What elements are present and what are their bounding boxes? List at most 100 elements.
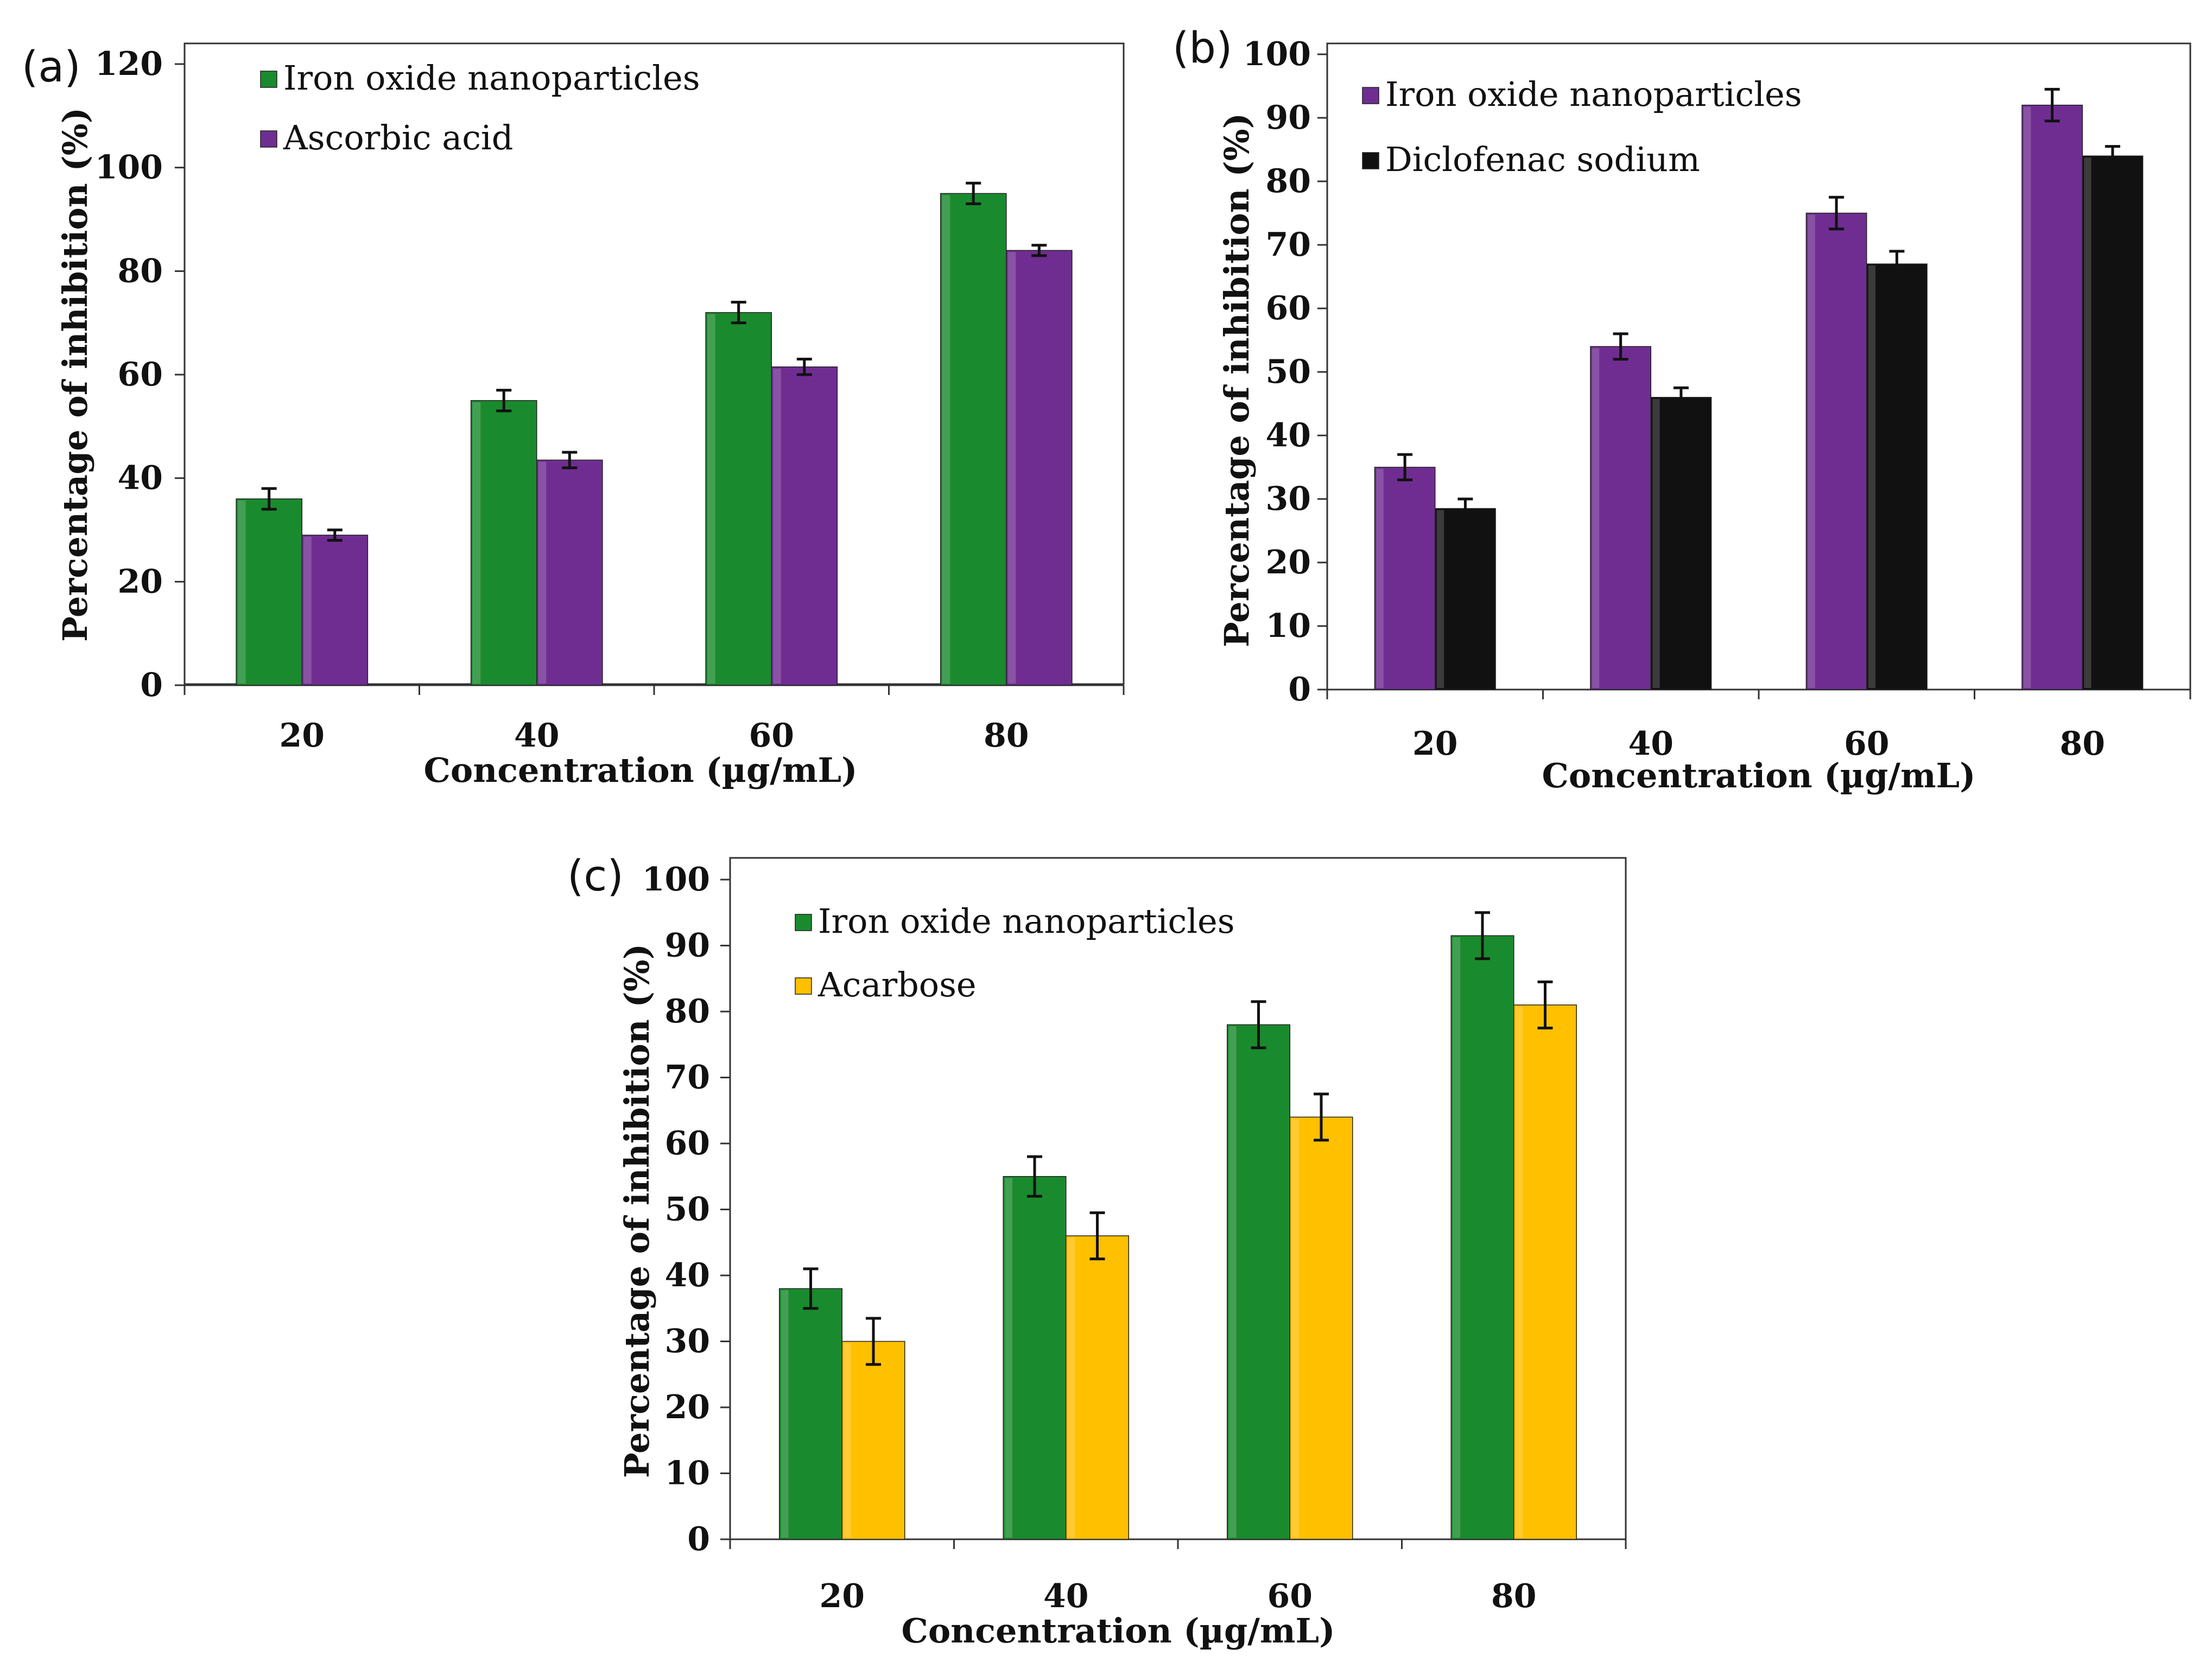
bar-highlight [238,500,246,684]
bar-highlight [1067,1237,1075,1538]
x-tick-label: 60 [1267,1577,1313,1615]
x-axis-title: Concentration (µg/mL) [902,1611,1335,1651]
bar-highlight [2084,157,2091,688]
bar-highlight [707,314,715,684]
bar [1227,1024,1290,1540]
bar-highlight [1453,937,1461,1538]
bar [536,459,603,686]
y-axis-title: Percentage of inhibition (%) [617,944,657,1478]
bar-highlight [1808,214,1815,688]
panel-label: (c) [567,852,624,901]
bar-highlight [1436,510,1444,688]
y-tick-label: 30 [1266,480,1311,518]
bar [1006,250,1073,686]
bar-highlight [1515,1006,1523,1538]
bar-highlight [1005,1178,1013,1538]
legend-swatch [260,130,277,148]
bar [1590,346,1651,690]
bar [1289,1116,1353,1540]
y-tick-label: 20 [118,563,163,601]
legend-label: Iron oxide nanoparticles [283,58,700,98]
y-tick-label: 80 [1266,162,1311,200]
legend-swatch [1362,152,1379,169]
legend-swatch [260,71,277,88]
bar-highlight [472,402,481,684]
bar-highlight [942,195,950,684]
y-tick-label: 120 [95,45,163,83]
bar [301,534,369,686]
x-axis-title: Concentration (µg/mL) [424,750,858,790]
bar [771,366,838,686]
bar-highlight [1652,399,1660,688]
bar-highlight [1228,1026,1237,1538]
x-tick-label: 20 [1412,725,1458,763]
y-tick-label: 50 [1266,353,1311,391]
bar [1435,508,1496,690]
x-tick-label: 80 [984,717,1029,755]
legend-swatch [795,977,812,995]
legend-swatch [1362,87,1379,104]
y-axis-title: Percentage of inhibition (%) [55,108,95,642]
y-tick-label: 60 [665,1124,711,1162]
chart-c: (c) 0 10 20 30 40 50 60 70 80 90 100 20 40 60 80 Iron ox… [567,852,1627,1651]
bar [1866,263,1928,690]
y-tick-label: 100 [95,149,163,187]
bar [236,498,302,686]
y-tick-label: 40 [1266,416,1311,454]
bar [1805,212,1867,690]
bar [940,193,1007,686]
y-tick-label: 20 [1266,544,1311,582]
bar-highlight [1592,348,1600,688]
bar-highlight [2023,106,2031,688]
bar [2082,155,2144,690]
y-tick-label: 50 [665,1191,711,1229]
bar [1450,935,1514,1540]
bar [1513,1004,1577,1540]
bar-highlight [781,1290,789,1538]
y-tick-label: 0 [140,666,163,704]
bar [1003,1176,1067,1540]
bar [779,1288,842,1540]
y-tick-label: 30 [665,1323,711,1361]
legend-label: Iron oxide nanoparticles [818,901,1235,941]
y-axis-title: Percentage of inhibition (%) [1217,113,1257,647]
y-tick-label: 80 [665,993,711,1031]
y-tick-label: 20 [665,1388,711,1426]
bar-highlight [1376,469,1384,688]
x-tick-label: 60 [1844,725,1890,763]
x-tick-label: 40 [1628,725,1674,763]
panel-label: (b) [1172,24,1232,73]
y-tick-label: 10 [665,1455,711,1493]
bar-highlight [844,1343,852,1538]
bar [841,1341,905,1540]
y-tick-label: 90 [665,927,711,965]
chart-b: (b) 0 10 20 30 40 50 60 70 80 90 100 20 40 60 80 Iron ox… [1172,24,2191,795]
y-tick-label: 100 [642,861,710,899]
bar-highlight [1868,266,1876,688]
bar [705,312,772,686]
x-tick-label: 40 [514,717,560,755]
y-tick-label: 0 [687,1520,710,1558]
bar [470,400,537,686]
bar-highlight [303,536,312,684]
y-tick-label: 100 [1243,35,1311,73]
y-tick-label: 40 [118,459,163,497]
bar-highlight [538,462,547,684]
bar-highlight [1291,1118,1300,1538]
legend-label: Ascorbic acid [283,118,513,157]
legend-label: Iron oxide nanoparticles [1385,74,1802,114]
chart-a: (a) 0 20 40 60 80 100 120 20 40 60 80 Iron oxide nan… [22,42,1125,790]
y-tick-label: 60 [118,356,163,394]
y-tick-label: 60 [1266,289,1311,327]
y-tick-label: 40 [665,1256,711,1294]
x-tick-label: 40 [1043,1577,1089,1615]
y-tick-label: 80 [118,252,163,290]
legend-swatch [795,914,812,931]
y-tick-label: 90 [1266,99,1311,137]
bar [2021,104,2083,690]
bar-highlight [773,368,781,684]
bar [1374,466,1436,690]
y-tick-label: 10 [1266,607,1311,645]
x-tick-label: 20 [280,717,325,755]
